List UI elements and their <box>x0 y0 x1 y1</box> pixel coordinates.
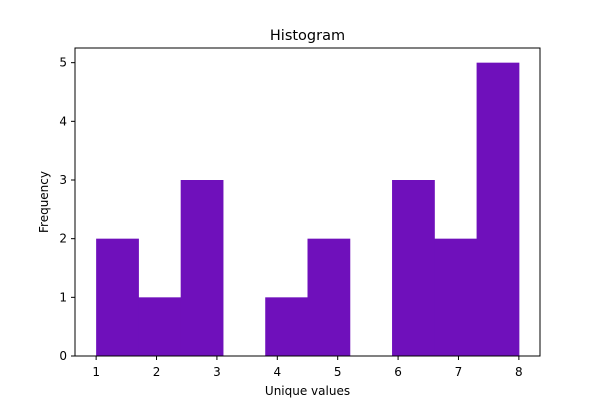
y-tick-label: 1 <box>59 290 67 304</box>
histogram-bar <box>307 238 351 356</box>
chart-title: Histogram <box>270 28 345 44</box>
y-tick-label: 4 <box>59 114 67 128</box>
y-axis-label: Frequency <box>37 171 51 233</box>
x-tick-label: 7 <box>455 365 463 379</box>
x-axis-label: Unique values <box>265 384 350 398</box>
x-axis-ticks: 1 2 3 4 5 6 7 8 <box>92 356 523 379</box>
plot-frame <box>74 47 541 357</box>
x-tick-label: 5 <box>334 365 342 379</box>
histogram-bar <box>434 238 478 356</box>
histogram-bar <box>180 180 224 356</box>
x-tick-label: 1 <box>92 365 100 379</box>
histogram-bar <box>265 297 308 356</box>
x-tick-label: 8 <box>515 365 523 379</box>
y-tick-label: 0 <box>59 349 67 363</box>
x-tick-label: 6 <box>394 365 402 379</box>
y-tick-label: 2 <box>59 232 67 246</box>
bars-group <box>96 62 520 357</box>
x-tick-label: 4 <box>273 365 281 379</box>
y-axis-ticks: 0 1 2 3 4 5 <box>59 56 75 363</box>
y-tick-label: 5 <box>59 56 67 70</box>
y-tick-label: 3 <box>59 173 67 187</box>
histogram-bar <box>476 62 520 357</box>
histogram-bar <box>96 238 139 356</box>
x-tick-label: 3 <box>213 365 221 379</box>
x-tick-label: 2 <box>153 365 161 379</box>
histogram-bar <box>138 297 182 356</box>
histogram-bar <box>392 180 435 356</box>
